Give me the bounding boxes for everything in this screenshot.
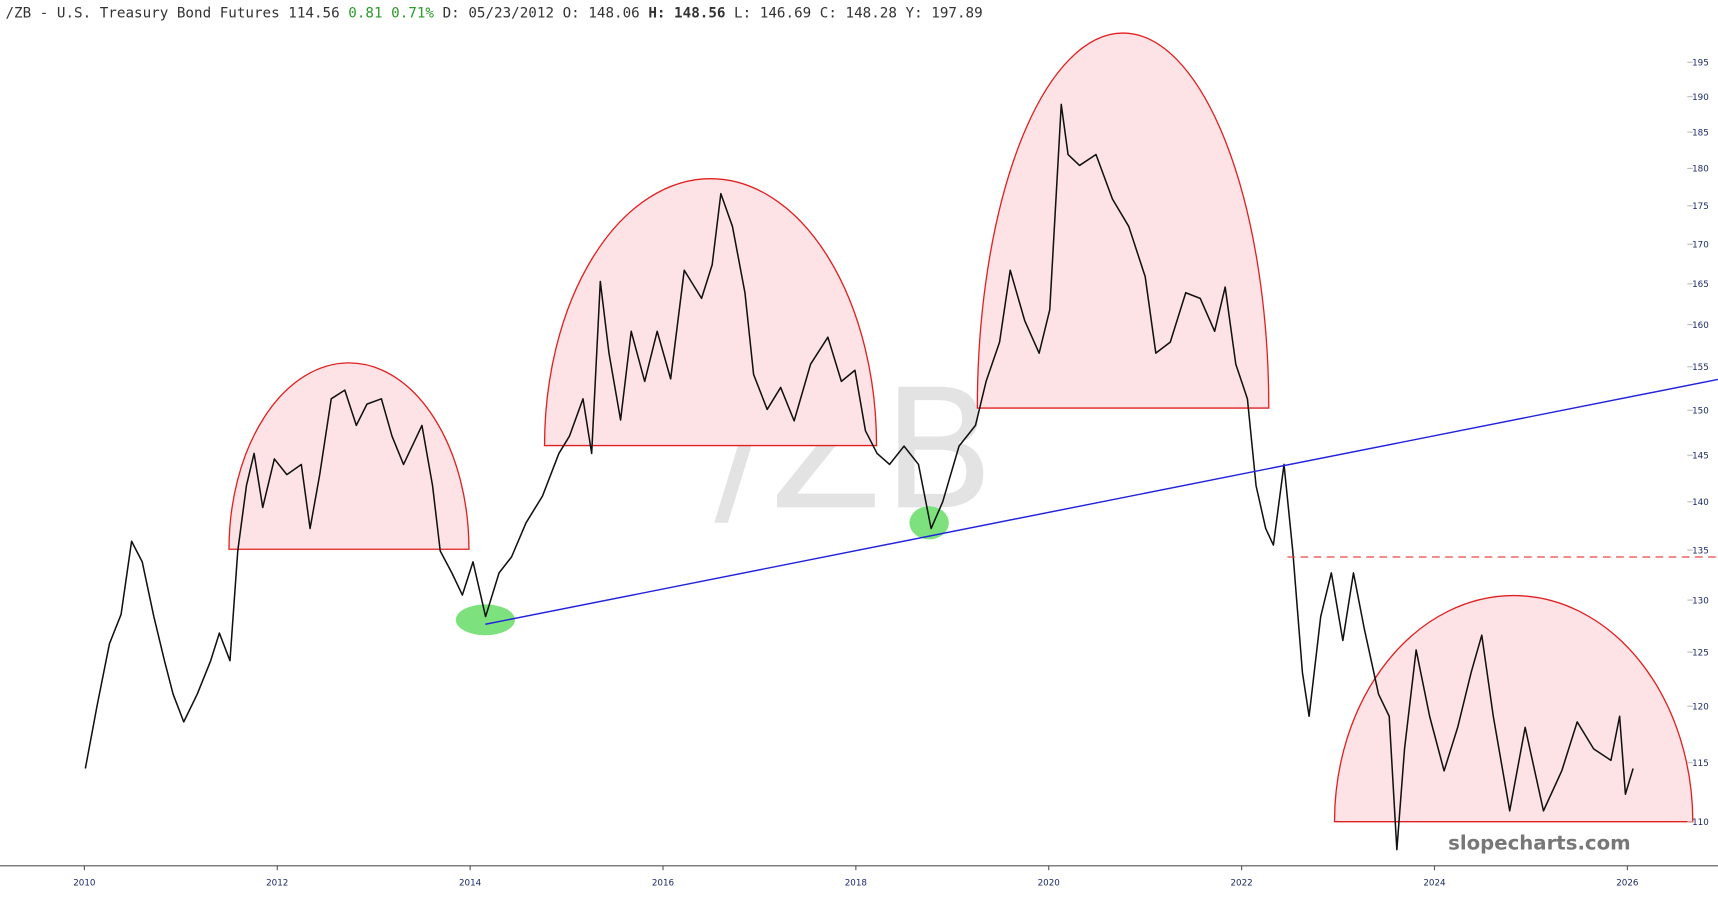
x-tick-label: 2016	[652, 879, 675, 889]
field-label: C:	[820, 6, 837, 22]
y-tick-label: 160	[1692, 321, 1709, 331]
highlight	[455, 604, 515, 636]
y-tick-label: 165	[1692, 280, 1709, 290]
y-tick-label: 110	[1692, 818, 1709, 828]
field-value: 148.28	[846, 6, 897, 22]
y-tick-label: 135	[1692, 546, 1709, 556]
dome	[228, 362, 470, 550]
field-label: H:	[648, 6, 665, 22]
y-tick-label: 190	[1692, 93, 1709, 103]
y-tick-label: 170	[1692, 241, 1709, 251]
y-tick-label: 185	[1692, 128, 1709, 138]
symbol: /ZB - U.S. Treasury Bond Futures	[5, 6, 279, 22]
y-tick-label: 140	[1692, 498, 1709, 508]
field-label: Y:	[906, 6, 923, 22]
brand: slopecharts.com	[1448, 831, 1631, 854]
x-tick-label: 2010	[73, 879, 95, 889]
field-value: 148.56	[674, 6, 725, 22]
y-tick-label: 180	[1692, 165, 1709, 175]
x-tick-label: 2014	[459, 879, 482, 889]
y-tick-label: 150	[1692, 407, 1709, 417]
x-tick-label: 2012	[266, 879, 288, 889]
annotations	[228, 32, 1694, 823]
dome	[543, 178, 878, 447]
x-tick-label: 2024	[1423, 879, 1446, 889]
y-tick-label: 175	[1692, 202, 1709, 212]
y-tick-label: 115	[1692, 759, 1709, 769]
price-line	[84, 103, 1634, 851]
last: 114.56	[288, 6, 339, 22]
x-tick-label: 2018	[845, 879, 867, 889]
field-label: L:	[734, 6, 751, 22]
highlight	[909, 506, 949, 540]
change-pct: 0.71%	[391, 6, 434, 22]
y-tick-label: 145	[1692, 452, 1709, 462]
dome	[976, 32, 1270, 409]
change: 0.81	[348, 6, 382, 22]
y-tick-label: 195	[1692, 59, 1709, 69]
trend-line	[485, 378, 1718, 625]
field-value: 148.06	[588, 6, 639, 22]
header: /ZB - U.S. Treasury Bond Futures 114.56 …	[5, 6, 982, 22]
field-value: 197.89	[931, 6, 982, 22]
field-value: 05/23/2012	[468, 6, 554, 22]
y-tick-label: 155	[1692, 363, 1709, 373]
field-value: 146.69	[760, 6, 811, 22]
x-tick-label: 2020	[1038, 879, 1060, 889]
field-label: O:	[563, 6, 580, 22]
y-tick-label: 125	[1692, 648, 1709, 658]
overlay	[0, 378, 1718, 867]
x-tick-label: 2022	[1230, 879, 1252, 889]
y-tick-label: 120	[1692, 703, 1709, 713]
field-label: D:	[443, 6, 460, 22]
plot	[83, 61, 1693, 871]
y-tick-label: 130	[1692, 596, 1709, 606]
x-tick-label: 2026	[1616, 879, 1639, 889]
dome	[1333, 595, 1694, 823]
